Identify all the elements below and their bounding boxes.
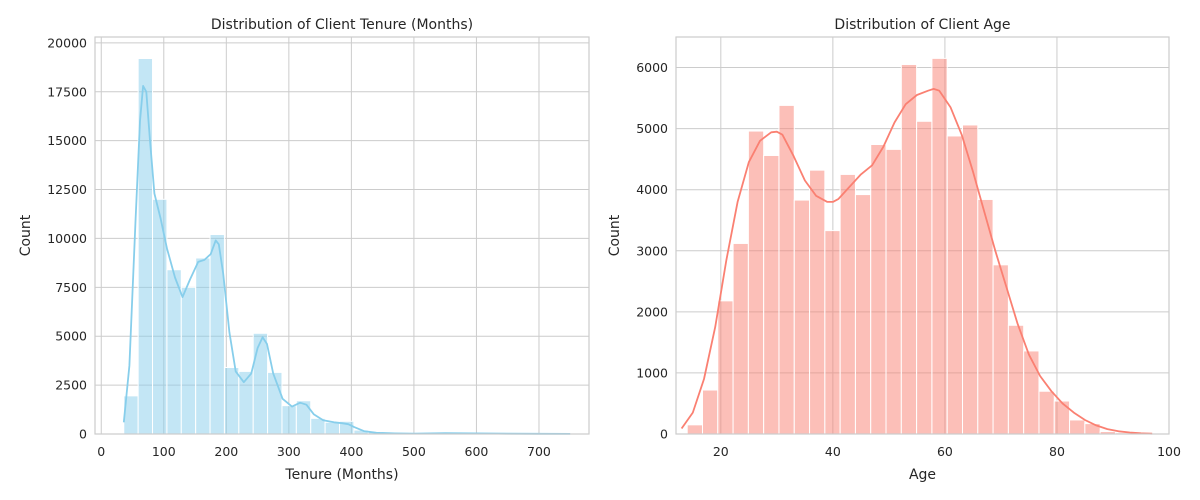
tenure-histogram-bar: [195, 257, 211, 435]
tenure-frame: [94, 36, 590, 435]
tenure-x-tick-label: 400: [339, 444, 363, 459]
age-y-tick-label: 4000: [636, 182, 668, 197]
age-x-tick-label: 20: [713, 444, 729, 459]
age-y-tick-label: 1000: [636, 365, 668, 380]
tenure-histogram-bar: [180, 286, 197, 435]
age-y-ticks: 0 1000 2000 3000 4000 5000 6000: [636, 60, 668, 441]
age-histogram-axes: 20 40 60 80 100 0 1000 2000 3000 4000 5000 6000 Di…: [607, 17, 1181, 483]
age-y-tick-label: 3000: [636, 243, 668, 258]
tenure-x-tick-label: 200: [214, 444, 238, 459]
age-histogram-bar: [870, 143, 887, 435]
age-histogram-bar: [992, 264, 1009, 435]
age-histogram-bar: [1069, 419, 1086, 435]
age-histogram-bar: [701, 389, 719, 435]
age-histogram-bar: [824, 230, 841, 435]
age-y-tick-label: 6000: [636, 60, 668, 75]
age-chart-title: Distribution of Client Age: [834, 17, 1010, 33]
tenure-chart-title: Distribution of Client Tenure (Months): [211, 17, 473, 33]
age-kde-line: [680, 88, 1153, 435]
age-x-ticks: 20 40 60 80 100: [713, 444, 1181, 459]
tenure-x-tick-label: 0: [97, 444, 105, 459]
tenure-x-tick-label: 700: [527, 444, 551, 459]
tenure-y-tick-label: 10000: [47, 231, 87, 246]
tenure-x-tick-label: 100: [152, 444, 176, 459]
tenure-histogram-axes: 0 100 200 300 400 500 600 700 0 2500 5000 7500 1000…: [18, 17, 590, 483]
tenure-y-ticks: 0 2500 5000 7500 10000 12500 15000 17500 20000: [47, 35, 87, 441]
age-x-tick-label: 100: [1157, 444, 1181, 459]
age-histogram-bar: [809, 169, 826, 435]
age-histogram-bar: [900, 63, 918, 435]
age-histogram-bar: [885, 148, 902, 435]
age-bars: [686, 57, 1147, 435]
tenure-histogram-bar: [166, 269, 182, 435]
age-histogram-bar: [854, 194, 872, 435]
age-x-axis-label: Age: [909, 467, 936, 483]
age-frame: [675, 36, 1170, 435]
tenure-y-tick-label: 0: [79, 427, 87, 442]
age-histogram-bar: [686, 424, 703, 435]
age-kde: [680, 88, 1153, 435]
tenure-histogram-bar: [295, 400, 312, 435]
tenure-y-tick-label: 17500: [47, 84, 87, 99]
tenure-x-tick-label: 500: [402, 444, 426, 459]
age-plot-frame: [675, 36, 1170, 435]
age-y-tick-label: 5000: [636, 121, 668, 136]
age-y-tick-label: 2000: [636, 304, 668, 319]
tenure-histogram-bar: [252, 332, 269, 435]
tenure-bars: [123, 58, 571, 435]
tenure-y-tick-label: 12500: [47, 182, 87, 197]
tenure-histogram-bar: [281, 405, 297, 435]
age-histogram-bar: [747, 130, 765, 435]
age-histogram-bar: [763, 154, 780, 435]
tenure-plot-frame: [94, 36, 590, 435]
age-histogram-bar: [946, 135, 964, 435]
tenure-histogram-bar: [324, 421, 340, 435]
tenure-kde-line: [122, 85, 571, 435]
age-histogram-bar: [1038, 390, 1055, 435]
age-y-axis-label: Count: [607, 214, 623, 256]
age-x-tick-label: 80: [1049, 444, 1065, 459]
age-x-tick-label: 60: [937, 444, 953, 459]
age-histogram-bar: [793, 199, 811, 435]
age-histogram-bar: [916, 120, 933, 435]
tenure-y-tick-label: 7500: [55, 280, 87, 295]
age-y-tick-label: 0: [660, 427, 668, 442]
age-histogram-bar: [732, 242, 749, 435]
tenure-y-tick-label: 5000: [55, 329, 87, 344]
tenure-y-axis-label: Count: [18, 214, 34, 256]
age-histogram-bar: [1023, 350, 1040, 435]
age-histogram-bar: [962, 124, 979, 435]
tenure-y-tick-label: 15000: [47, 133, 87, 148]
age-histogram-bar: [1007, 324, 1025, 435]
age-x-tick-label: 40: [825, 444, 841, 459]
age-histogram-bar: [839, 173, 856, 435]
tenure-y-tick-label: 2500: [55, 378, 87, 393]
age-histogram-bar: [1053, 400, 1071, 435]
tenure-x-tick-label: 600: [465, 444, 489, 459]
tenure-histogram-bar: [267, 371, 283, 435]
tenure-x-axis-label: Tenure (Months): [284, 467, 398, 483]
age-histogram-bar: [931, 57, 948, 435]
age-histogram-bar: [717, 300, 734, 435]
tenure-y-tick-label: 20000: [47, 35, 87, 50]
tenure-x-ticks: 0 100 200 300 400 500 600 700: [97, 444, 551, 459]
tenure-kde: [122, 85, 571, 435]
tenure-histogram-bar: [223, 367, 240, 435]
tenure-x-tick-label: 300: [277, 444, 301, 459]
